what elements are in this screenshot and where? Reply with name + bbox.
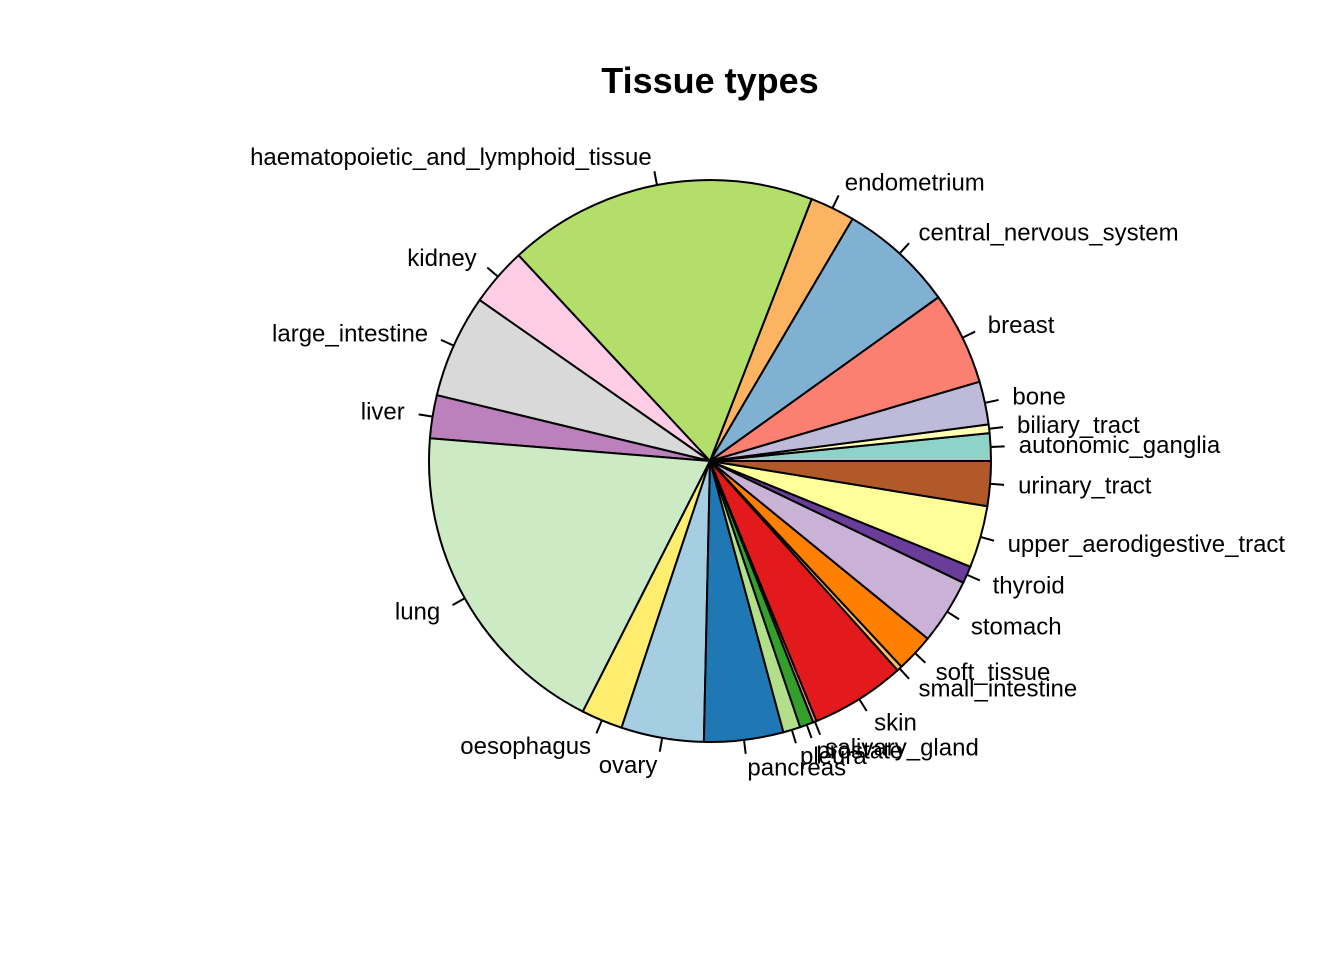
pie-tick-skin [858, 698, 868, 712]
pie-label-autonomic-ganglia: autonomic_ganglia [1019, 432, 1221, 459]
pie-tick-lung [452, 597, 466, 606]
pie-label-upper-aerodigestive-tract: upper_aerodigestive_tract [1008, 531, 1286, 558]
pie-label-small-intestine: small_intestine [918, 676, 1077, 703]
pie-label-urinary-tract: urinary_tract [1018, 472, 1152, 499]
pie-label-central-nervous-system: central_nervous_system [918, 219, 1178, 246]
pie-label-haematopoietic-and-lymphoid-tissue: haematopoietic_and_lymphoid_tissue [250, 144, 652, 171]
pie-tick-kidney [486, 266, 499, 278]
pie-tick-pleura [790, 729, 797, 744]
pie-label-soft-tissue: soft_tissue [936, 659, 1051, 686]
pie-label-skin: skin [874, 709, 917, 736]
pie-label-large-intestine: large_intestine [272, 321, 428, 348]
pie-label-lung: lung [395, 598, 440, 625]
pie-tick-salivary-gland [813, 721, 822, 736]
pie-label-oesophagus: oesophagus [460, 733, 591, 760]
pie-slice-central-nervous-system [709, 217, 940, 462]
pie-tick-liver [418, 413, 433, 418]
pie-tick-small-intestine [898, 667, 910, 680]
pie-label-bone: bone [1012, 384, 1065, 411]
pie-tick-large-intestine [440, 338, 455, 347]
pie-label-salivary-gland: salivary_gland [825, 734, 978, 761]
pie-label-endometrium: endometrium [845, 169, 985, 196]
pie-tick-autonomic-ganglia [990, 445, 1005, 449]
pie-label-ticks [418, 171, 1005, 755]
pie-tick-breast [962, 330, 976, 339]
pie-label-breast: breast [988, 312, 1055, 339]
pie-tick-urinary-tract [989, 482, 1005, 486]
pie-label-biliary-tract: biliary_tract [1017, 412, 1140, 439]
pie-label-pancreas: pancreas [747, 754, 846, 781]
pie-label-prostate: prostate [816, 738, 903, 765]
pie-tick-central-nervous-system [898, 242, 910, 255]
pie-label-ovary: ovary [599, 752, 658, 779]
pie-label-stomach: stomach [971, 613, 1062, 640]
pie-tick-thyroid [966, 573, 981, 582]
pie-tick-prostate [805, 724, 813, 739]
pie-tick-upper-aerodigestive-tract [980, 535, 995, 542]
pie-tick-haematopoietic-and-lymphoid-tissue [653, 171, 658, 186]
pie-label-liver: liver [361, 399, 405, 426]
pie-tick-oesophagus [595, 719, 603, 734]
pie-tick-stomach [946, 610, 960, 621]
chart-title: Tissue types [601, 60, 818, 101]
pie-tick-pancreas [743, 739, 747, 755]
pie-label-thyroid: thyroid [993, 573, 1065, 600]
pie-tick-soft-tissue [914, 652, 927, 664]
pie-slices [428, 179, 993, 743]
pie-tick-bone [984, 398, 999, 404]
pie-tick-ovary [658, 737, 664, 752]
pie-label-pleura: pleura [800, 743, 867, 770]
pie-label-kidney: kidney [407, 245, 476, 272]
pie-tick-endometrium [831, 195, 840, 209]
pie-tick-biliary-tract [989, 426, 1004, 430]
pie-slice-haematopoietic-and-lymphoid-tissue [517, 179, 813, 463]
